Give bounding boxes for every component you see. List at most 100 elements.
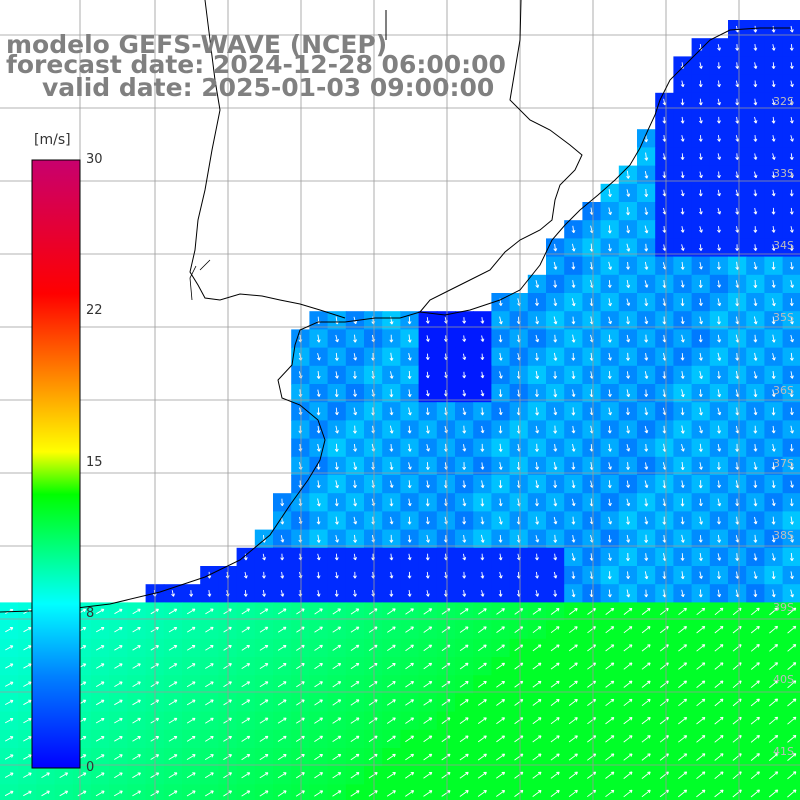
wind-arrow: [717, 480, 722, 488]
wind-arrow: [259, 681, 269, 688]
wind-arrow: [168, 699, 178, 706]
lat-label-34s: 34S: [773, 239, 794, 252]
wind-arrow: [477, 662, 487, 670]
wind-arrow: [790, 425, 794, 434]
wind-arrow: [644, 188, 649, 198]
wind-arrow: [334, 443, 339, 452]
wind-arrow: [186, 699, 196, 706]
wind-arrow: [168, 754, 178, 760]
wind-cell: [782, 129, 800, 148]
wind-arrow: [680, 116, 685, 124]
wind-arrow: [771, 189, 776, 197]
wind-arrow: [771, 98, 776, 106]
wind-arrow: [316, 389, 321, 397]
wind-arrow: [714, 625, 724, 634]
wind-arrow: [241, 644, 251, 651]
wind-arrow: [680, 498, 685, 507]
wind-arrow: [753, 462, 758, 470]
wind-arrow: [607, 571, 612, 580]
wind-arrow: [386, 735, 396, 743]
wind-cell: [728, 784, 747, 800]
wind-arrow: [368, 626, 378, 633]
wind-arrow: [698, 352, 703, 361]
wind-arrow: [114, 681, 123, 687]
wind-arrow: [423, 790, 433, 797]
wind-arrow: [350, 662, 360, 670]
wind-arrow: [698, 98, 703, 106]
wind-arrow: [644, 334, 649, 343]
wind-arrow: [753, 516, 758, 525]
wind-arrow: [771, 116, 776, 124]
wind-arrow: [753, 553, 758, 561]
wind-arrow: [680, 298, 685, 307]
wind-arrow: [623, 626, 633, 634]
wind-arrow: [790, 534, 794, 543]
wind-arrow: [644, 462, 649, 470]
wind-arrow: [498, 443, 503, 452]
wind-arrow: [735, 62, 740, 69]
valid-date: valid date: 2025-01-03 09:00:00: [42, 73, 495, 102]
model-title: modelo GEFS-WAVE (NCEP): [6, 30, 388, 59]
wind-arrow: [699, 516, 703, 525]
wind-arrow: [605, 680, 615, 688]
wind-arrow: [789, 498, 794, 507]
wind-arrow: [462, 335, 467, 342]
wind-arrow: [644, 134, 649, 143]
wind-arrow: [132, 790, 141, 797]
wind-arrow: [608, 516, 612, 525]
wind-arrow: [407, 553, 412, 561]
wind-cell: [673, 784, 693, 800]
wind-arrow: [790, 334, 794, 343]
wind-arrow: [498, 389, 503, 398]
wind-arrow: [717, 407, 722, 416]
wind-arrow: [462, 571, 467, 579]
wind-arrow: [462, 498, 467, 507]
wind-arrow: [4, 699, 14, 705]
wind-arrow: [626, 261, 630, 270]
wind-arrow: [605, 662, 615, 670]
wind-arrow: [568, 717, 578, 725]
colorbar-tick-30: 30: [86, 152, 103, 167]
wind-arrow: [459, 699, 469, 706]
wind-arrow: [696, 753, 706, 761]
wind-arrow: [132, 608, 141, 615]
wind-cell: [637, 784, 656, 800]
wind-arrow: [769, 716, 779, 725]
wind-arrow: [568, 662, 578, 670]
wind-arrow: [295, 753, 305, 761]
wind-arrow: [387, 626, 396, 633]
wind-arrow: [23, 699, 32, 706]
wind-arrow: [696, 698, 706, 707]
wind-arrow: [41, 772, 50, 778]
wind-arrow: [680, 280, 685, 288]
wind-arrow: [569, 608, 578, 615]
wind-arrow: [532, 644, 542, 652]
wind-arrow: [680, 153, 685, 160]
wind-cell: [618, 784, 638, 800]
wind-arrow: [477, 735, 487, 743]
wind-arrow: [350, 772, 360, 779]
wind-arrow: [553, 516, 558, 525]
wind-arrow: [459, 662, 469, 670]
wind-cell: [182, 784, 201, 800]
wind-arrow: [698, 334, 703, 343]
wind-arrow: [644, 553, 649, 561]
wind-arrow: [389, 462, 394, 470]
wind-arrow: [314, 663, 323, 670]
wind-arrow: [717, 516, 721, 525]
wind-arrow: [316, 480, 321, 489]
wind-arrow: [626, 298, 631, 306]
wind-arrow: [789, 407, 794, 416]
wind-arrow: [644, 316, 649, 325]
wind-arrow: [241, 717, 251, 724]
wind-arrow: [314, 790, 324, 797]
wind-arrow: [550, 698, 560, 706]
wind-arrow: [459, 717, 469, 724]
wind-arrow: [462, 444, 467, 452]
wind-arrow: [571, 298, 576, 307]
wind-arrow: [277, 735, 287, 742]
wind-arrow: [605, 644, 615, 652]
wind-arrow: [753, 80, 758, 88]
wind-arrow: [641, 698, 651, 707]
wind-arrow: [95, 717, 105, 724]
